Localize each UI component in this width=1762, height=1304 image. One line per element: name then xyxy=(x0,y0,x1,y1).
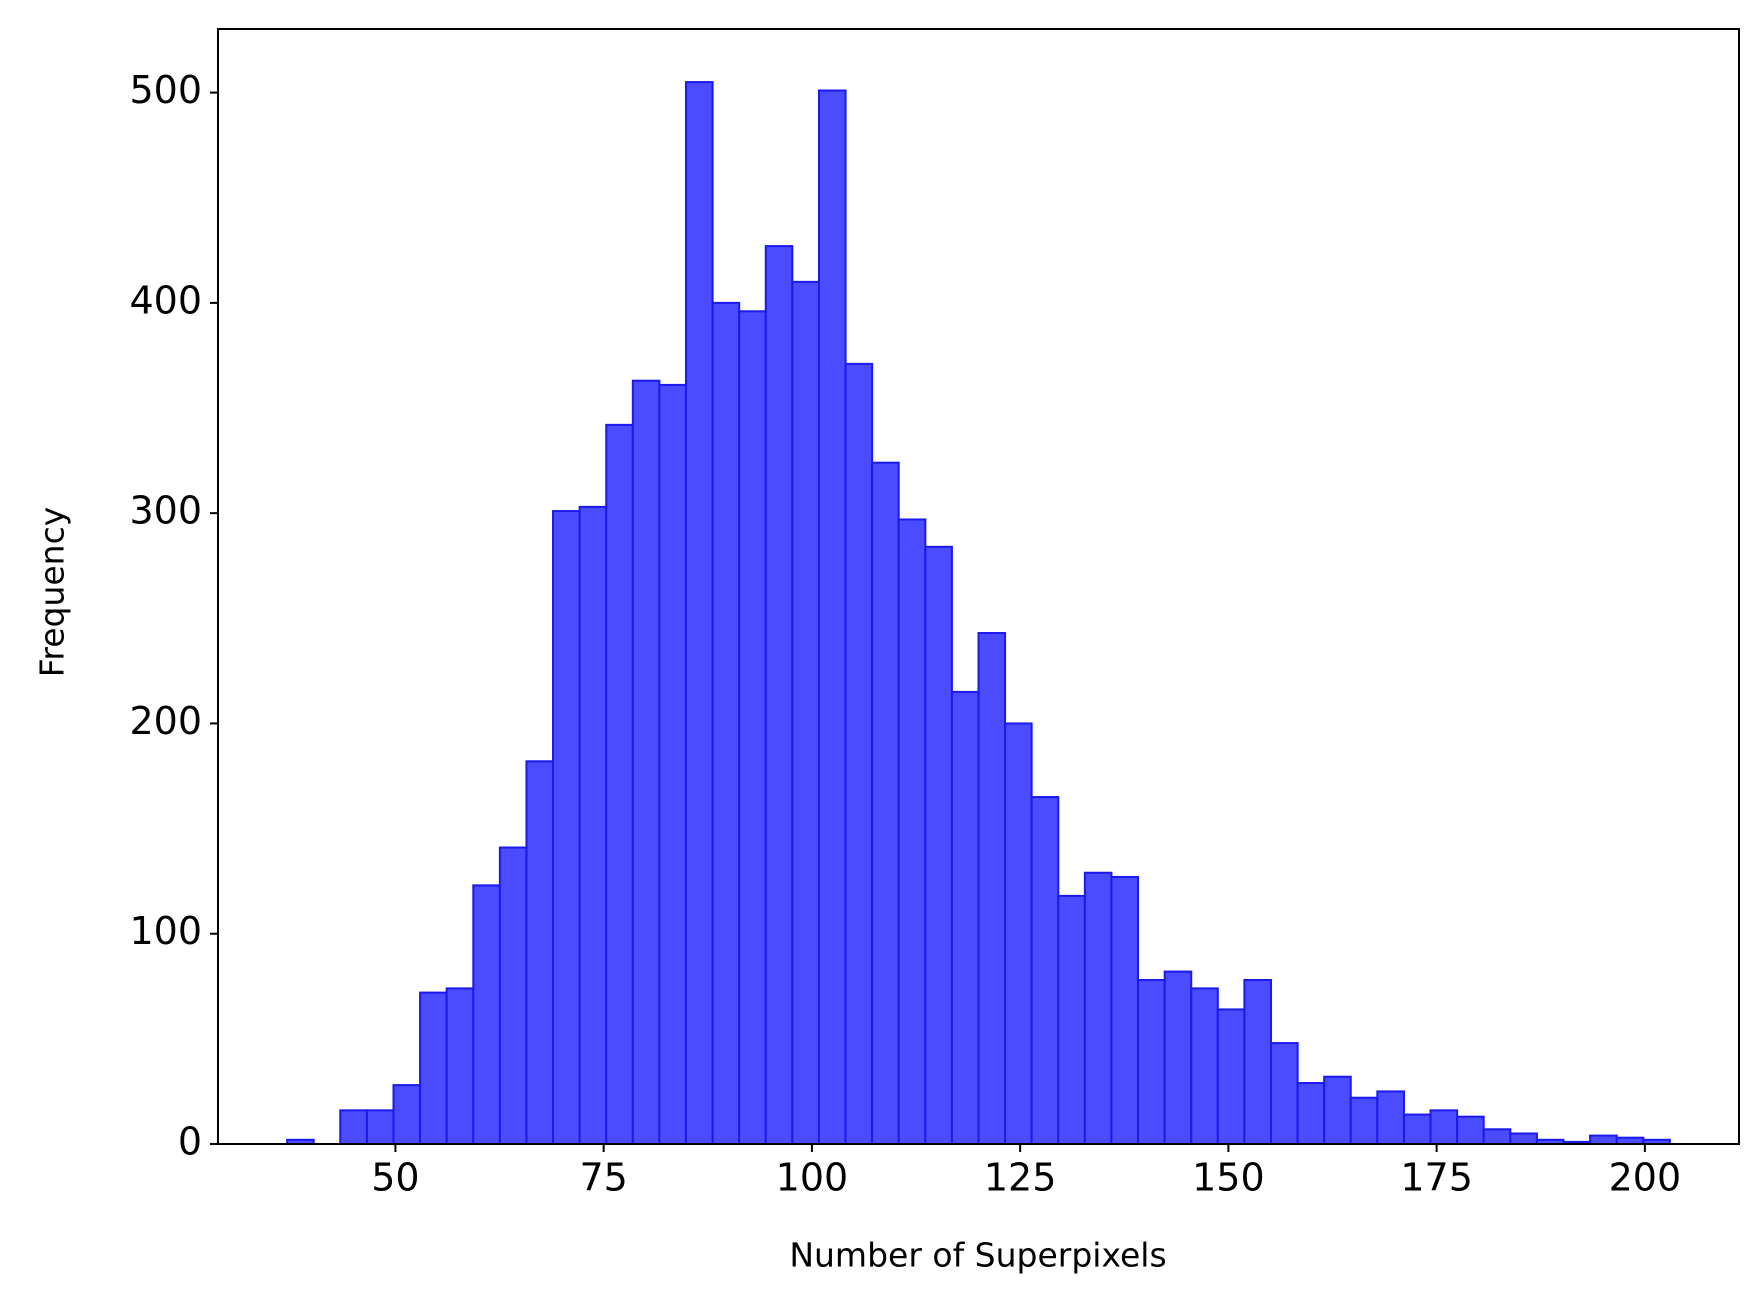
x-tick-label: 175 xyxy=(1400,1156,1473,1200)
bar xyxy=(1589,1134,1618,1145)
x-tick-label: 150 xyxy=(1192,1156,1265,1200)
bar xyxy=(445,987,475,1146)
bar xyxy=(1270,1042,1299,1146)
y-tick-label: 300 xyxy=(129,489,202,533)
bar xyxy=(1030,796,1060,1145)
bar xyxy=(950,690,980,1145)
x-tick-label: 200 xyxy=(1609,1156,1682,1200)
x-tick-label: 125 xyxy=(984,1156,1057,1200)
bar xyxy=(1243,978,1273,1145)
bar xyxy=(392,1084,422,1145)
bar xyxy=(1402,1113,1432,1145)
bar xyxy=(419,991,448,1146)
bar xyxy=(552,510,581,1146)
bar xyxy=(525,760,555,1145)
bar xyxy=(1296,1082,1326,1145)
bar xyxy=(977,632,1007,1145)
x-tick-label: 75 xyxy=(579,1156,627,1200)
bar xyxy=(1190,987,1219,1146)
bar xyxy=(684,81,714,1146)
bar xyxy=(1456,1115,1485,1145)
bar xyxy=(658,383,687,1145)
bar xyxy=(1137,978,1166,1145)
bar xyxy=(578,505,608,1146)
bar xyxy=(1482,1128,1512,1145)
bar xyxy=(738,310,767,1145)
x-tick-label: 50 xyxy=(371,1156,419,1200)
bar xyxy=(871,461,900,1145)
x-axis-label: Number of Superpixels xyxy=(789,1236,1166,1275)
y-tick-label: 400 xyxy=(129,278,202,322)
bar xyxy=(1509,1132,1538,1145)
bar xyxy=(764,245,794,1146)
bar xyxy=(1083,871,1113,1145)
bar xyxy=(1004,722,1033,1145)
bar xyxy=(472,884,501,1145)
plot-frame xyxy=(217,28,1740,1145)
bar xyxy=(605,423,634,1146)
y-tick-label: 500 xyxy=(129,68,202,112)
bar xyxy=(924,545,953,1145)
bar xyxy=(1057,894,1086,1145)
bar xyxy=(1216,1008,1246,1146)
bar xyxy=(844,362,874,1145)
bar xyxy=(791,280,820,1145)
bar xyxy=(1110,875,1140,1145)
bar xyxy=(897,518,927,1145)
bar xyxy=(1429,1109,1459,1145)
bar xyxy=(1323,1075,1352,1145)
x-tick-label: 100 xyxy=(776,1156,849,1200)
bar xyxy=(1376,1090,1405,1145)
y-axis-label: Frequency xyxy=(33,507,72,677)
bar xyxy=(711,301,741,1145)
bar xyxy=(1349,1096,1379,1145)
y-tick-label: 200 xyxy=(129,699,202,743)
bar xyxy=(339,1109,368,1145)
bar xyxy=(817,89,847,1146)
bar xyxy=(498,846,528,1145)
bar xyxy=(1163,970,1193,1145)
y-tick-label: 100 xyxy=(129,909,202,953)
bar xyxy=(631,379,661,1145)
bar xyxy=(365,1109,395,1145)
y-tick-label: 0 xyxy=(178,1120,202,1164)
